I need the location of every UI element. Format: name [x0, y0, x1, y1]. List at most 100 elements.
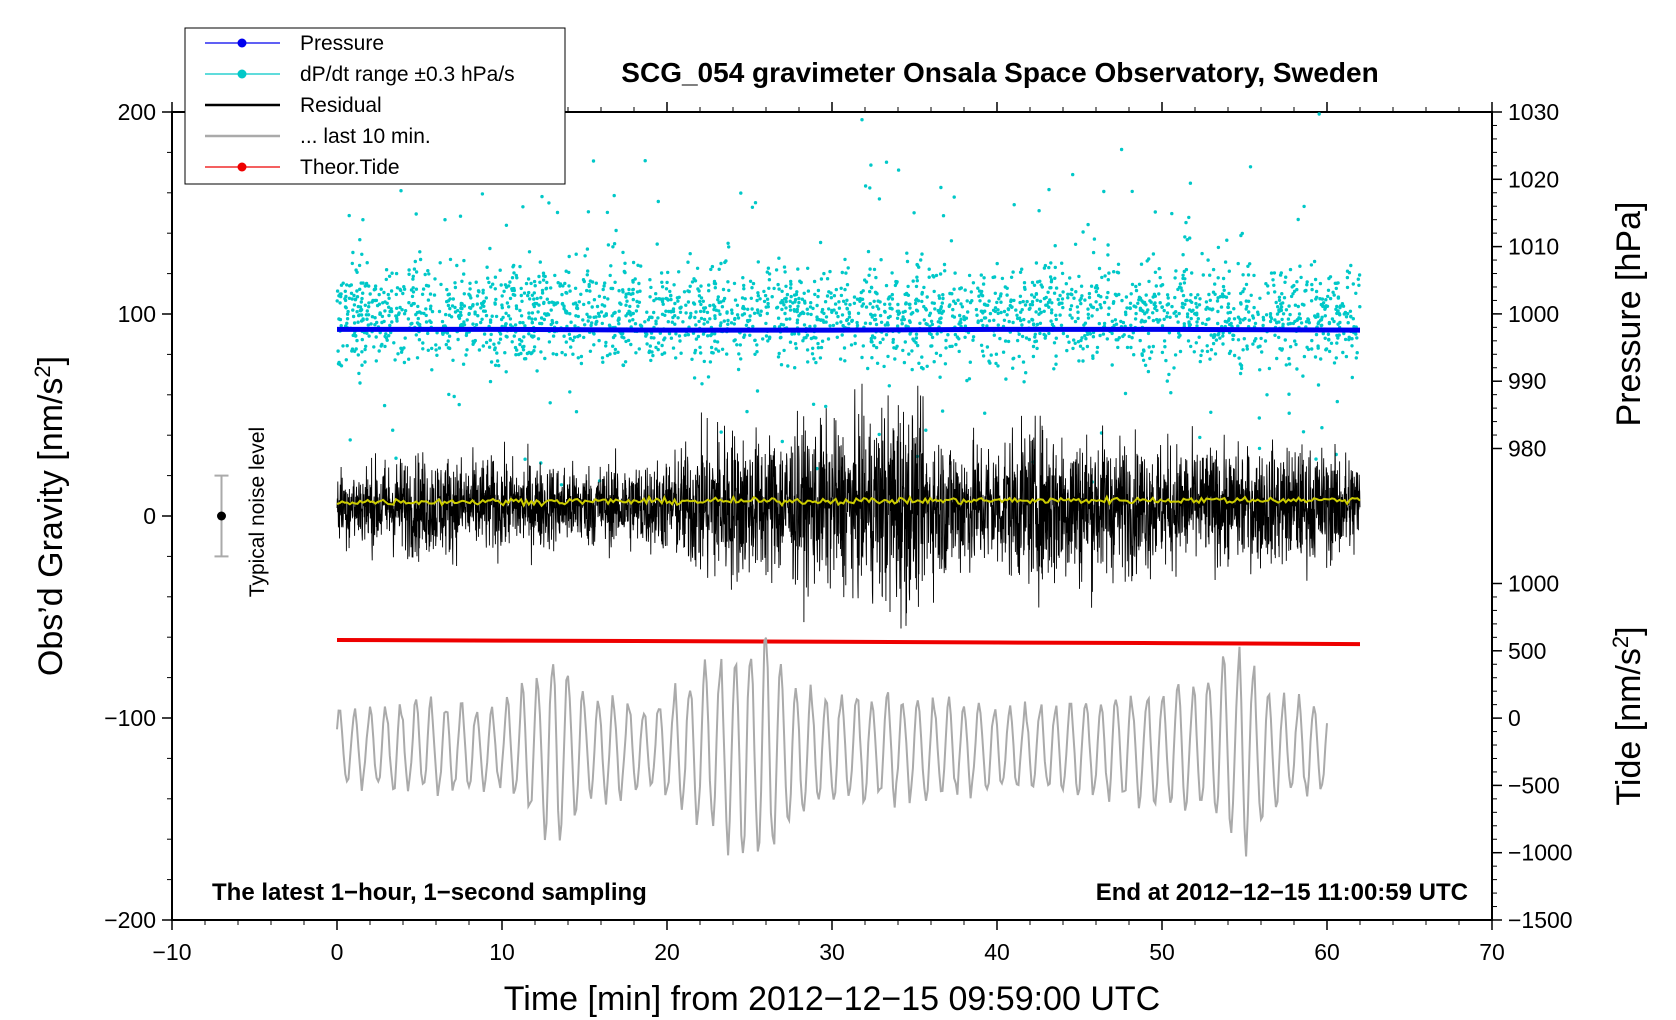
dpdt-point	[497, 363, 501, 368]
dpdt-point	[686, 300, 691, 304]
dpdt-point	[605, 210, 610, 215]
dpdt-point	[671, 346, 676, 350]
dpdt-point	[962, 315, 966, 319]
dpdt-point	[934, 273, 939, 278]
dpdt-point	[1070, 316, 1074, 320]
dpdt-point	[352, 349, 357, 353]
dpdt-point	[1177, 331, 1181, 335]
dpdt-point	[1221, 334, 1225, 338]
dpdt-point	[817, 317, 821, 322]
dpdt-point	[483, 309, 487, 313]
dpdt-point	[1039, 311, 1043, 315]
dpdt-point	[1058, 301, 1062, 305]
dpdt-point	[631, 288, 635, 292]
dpdt-point	[527, 316, 531, 320]
dpdt-point	[592, 298, 597, 302]
dpdt-point	[1344, 354, 1349, 359]
dpdt-point	[484, 340, 489, 345]
dpdt-point	[1204, 300, 1209, 304]
dpdt-point	[1205, 349, 1210, 354]
dpdt-point	[1075, 305, 1080, 309]
dpdt-point	[559, 483, 564, 487]
dpdt-point	[666, 270, 670, 275]
dpdt-point	[1141, 358, 1146, 362]
dpdt-point	[914, 298, 918, 302]
dpdt-point	[856, 311, 861, 315]
dpdt-point	[891, 340, 895, 344]
dpdt-point	[1184, 298, 1188, 303]
dpdt-point	[1180, 289, 1184, 293]
dpdt-point	[845, 317, 850, 322]
dpdt-point	[358, 381, 362, 385]
dpdt-point	[1045, 303, 1049, 307]
dpdt-point	[473, 310, 477, 314]
dpdt-point	[979, 343, 984, 347]
dpdt-point	[512, 334, 516, 338]
dpdt-point	[503, 351, 507, 355]
dpdt-point	[359, 300, 363, 304]
dpdt-point	[1083, 321, 1088, 325]
dpdt-point	[1043, 263, 1048, 268]
dpdt-point	[938, 272, 943, 276]
dpdt-point	[530, 317, 534, 321]
dpdt-point	[1319, 357, 1323, 361]
dpdt-point	[360, 337, 364, 342]
dpdt-point	[904, 301, 908, 305]
dpdt-point	[905, 259, 910, 264]
dpdt-point	[493, 363, 498, 367]
dpdt-point	[568, 390, 572, 394]
dpdt-point	[1246, 264, 1250, 268]
dpdt-point	[826, 337, 831, 341]
dpdt-point	[755, 389, 760, 393]
annotation-end-time: End at 2012−12−15 11:00:59 UTC	[1096, 879, 1468, 906]
dpdt-point	[888, 314, 892, 319]
dpdt-point	[1160, 305, 1165, 309]
dpdt-point	[801, 339, 805, 343]
dpdt-point	[979, 273, 983, 277]
dpdt-point	[1336, 322, 1340, 326]
dpdt-point	[1152, 292, 1157, 296]
dpdt-point	[1182, 322, 1187, 326]
dpdt-point	[1058, 313, 1062, 317]
dpdt-point	[356, 320, 360, 324]
dpdt-point	[1134, 284, 1138, 289]
dpdt-point	[459, 323, 463, 327]
dpdt-point	[783, 270, 787, 274]
dpdt-point	[610, 286, 615, 291]
dpdt-point	[701, 299, 705, 303]
dpdt-point	[443, 218, 447, 222]
dpdt-point	[538, 260, 542, 264]
dpdt-point	[1042, 296, 1047, 301]
dpdt-point	[464, 353, 468, 357]
dpdt-point	[530, 351, 534, 355]
dpdt-point	[742, 287, 746, 291]
dpdt-point	[406, 317, 411, 321]
dpdt-point	[837, 306, 842, 310]
dpdt-point	[488, 338, 492, 342]
dpdt-point	[1190, 300, 1194, 304]
dpdt-point	[1213, 352, 1218, 356]
dpdt-point	[834, 287, 838, 292]
dpdt-point	[1241, 348, 1245, 352]
dpdt-point	[1350, 375, 1355, 380]
dpdt-point	[1336, 309, 1340, 313]
dpdt-point	[562, 304, 566, 308]
dpdt-point	[759, 309, 763, 313]
dpdt-point	[786, 364, 790, 368]
dpdt-point	[485, 265, 489, 269]
dpdt-point	[1304, 288, 1308, 293]
dpdt-point	[365, 331, 369, 335]
dpdt-point	[394, 456, 398, 460]
dpdt-point	[1354, 291, 1358, 295]
dpdt-point	[845, 307, 850, 311]
dpdt-point	[579, 354, 584, 359]
dpdt-point	[796, 267, 800, 271]
dpdt-point	[1097, 266, 1102, 271]
dpdt-point	[941, 296, 945, 301]
dpdt-point	[377, 302, 382, 306]
dpdt-point	[894, 281, 899, 285]
dpdt-point	[418, 257, 423, 262]
dpdt-point	[953, 301, 958, 306]
dpdt-point	[432, 293, 437, 297]
dpdt-point	[1098, 333, 1102, 338]
